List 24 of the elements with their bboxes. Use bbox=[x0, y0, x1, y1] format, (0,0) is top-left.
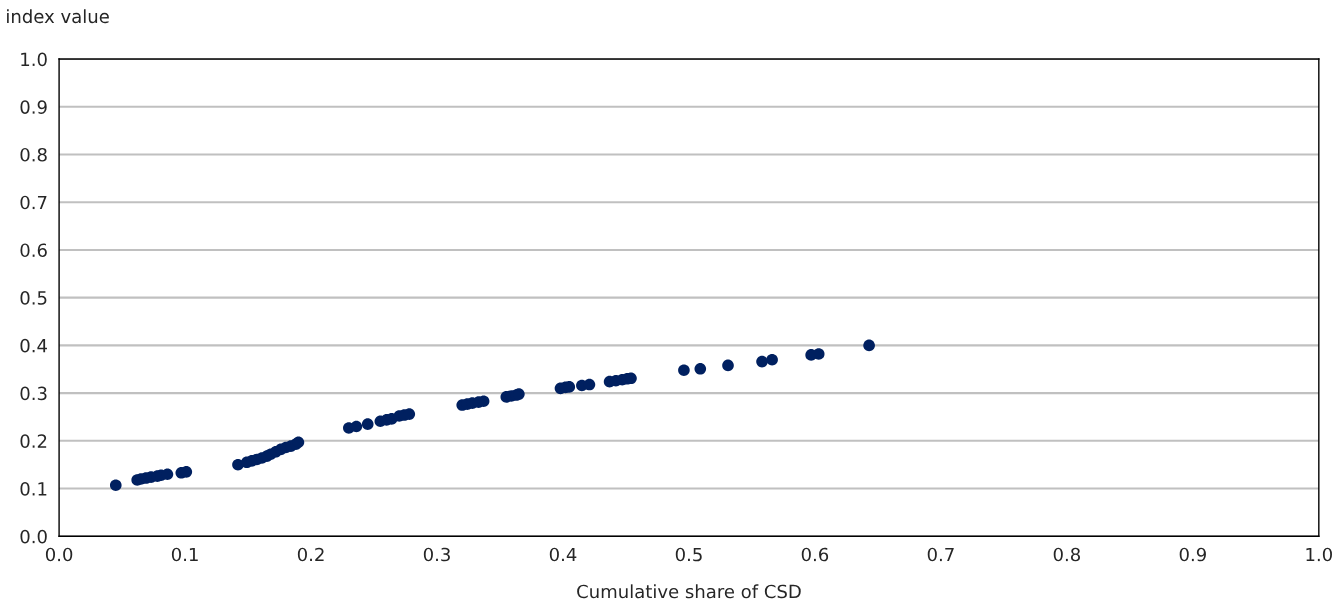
x-axis-title: Cumulative share of CSD bbox=[577, 584, 801, 599]
y-axis-title: index value bbox=[7, 9, 109, 24]
x-tick-label: 0.1 bbox=[171, 547, 198, 562]
y-tick-label: 1.0 bbox=[21, 52, 47, 67]
y-tick-label: 0.9 bbox=[20, 100, 47, 114]
x-tick-label: 0.4 bbox=[549, 547, 577, 562]
x-tick-label: 0.8 bbox=[1053, 547, 1080, 562]
y-tick-label: 0.6 bbox=[20, 243, 47, 258]
y-tick-label: 0.5 bbox=[20, 291, 47, 305]
x-tick-label: 0.9 bbox=[1179, 547, 1206, 562]
x-tick-label: 0.6 bbox=[801, 547, 829, 562]
y-tick-label: 0.4 bbox=[20, 338, 47, 353]
x-tick-label: 0.2 bbox=[297, 547, 324, 562]
x-tick-label: 1.0 bbox=[1306, 547, 1332, 562]
y-tick-label: 0.2 bbox=[20, 434, 47, 448]
y-tick-label: 0.1 bbox=[20, 482, 47, 496]
x-tick-label: 0.0 bbox=[45, 547, 73, 562]
y-tick-label: 0.8 bbox=[20, 147, 47, 162]
y-tick-label: 0.7 bbox=[20, 195, 47, 210]
y-tick-label: 0.0 bbox=[20, 529, 47, 544]
x-tick-label: 0.5 bbox=[675, 547, 702, 562]
x-tick-label: 0.7 bbox=[927, 547, 954, 562]
y-tick-label: 0.3 bbox=[20, 386, 47, 401]
x-tick-label: 0.3 bbox=[423, 547, 450, 562]
